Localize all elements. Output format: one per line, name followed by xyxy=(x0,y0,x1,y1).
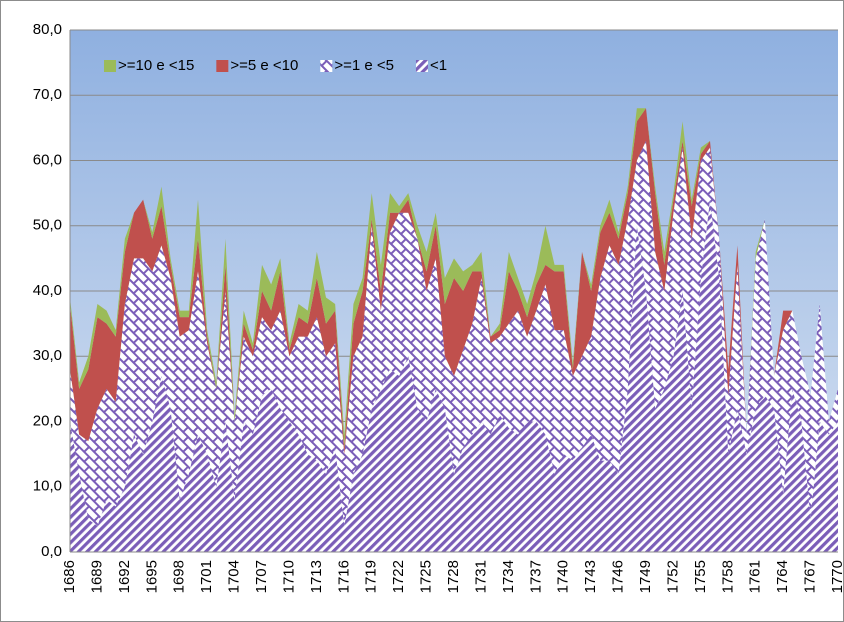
areas xyxy=(70,108,838,552)
x-tick-label: 1737 xyxy=(527,560,544,593)
y-tick-label: 80,0 xyxy=(33,21,62,38)
x-tick-label: 1713 xyxy=(308,560,325,593)
y-tick-label: 40,0 xyxy=(33,282,62,299)
legend-swatch xyxy=(216,60,229,72)
y-tick-label: 30,0 xyxy=(33,347,62,364)
area xyxy=(70,108,838,448)
x-tick-label: 1695 xyxy=(143,560,160,593)
x-tick-label: 1755 xyxy=(692,560,709,593)
x-tick-label: 1728 xyxy=(445,560,462,593)
x-tick-label: 1722 xyxy=(390,560,407,593)
x-tick-label: 1743 xyxy=(582,560,599,593)
x-tick-label: 1701 xyxy=(198,560,215,593)
legend: >=10 e <15 >=5 e <10 >=1 e <5 <1 xyxy=(104,57,447,74)
legend-swatch xyxy=(320,60,333,72)
x-tick-label: 1770 xyxy=(829,560,844,593)
area xyxy=(70,199,838,552)
y-tick-label: 0,0 xyxy=(41,543,62,560)
y-tick-label: 20,0 xyxy=(33,412,62,429)
area xyxy=(70,140,838,526)
x-tick-label: 1731 xyxy=(472,560,489,593)
legend-label: >=10 e <15 xyxy=(118,57,194,74)
x-tick-label: 1758 xyxy=(719,560,736,593)
x-tick-label: 1761 xyxy=(747,560,764,593)
axes: 0,0 10,0 20,0 30,0 40,0 50,0 60,0 70,0 80,0 1686 1… xyxy=(33,21,844,593)
x-tick-label: 1764 xyxy=(774,560,791,593)
x-tick-label: 1716 xyxy=(335,560,352,593)
area xyxy=(70,108,838,455)
x-tick-label: 1752 xyxy=(664,560,681,593)
x-tick-label: 1698 xyxy=(171,560,188,593)
x-tick-label: 1767 xyxy=(802,560,819,593)
x-tick-label: 1725 xyxy=(418,560,435,593)
x-tick-label: 1719 xyxy=(363,560,380,593)
x-tick-label: 1734 xyxy=(500,560,517,593)
y-tick-label: 60,0 xyxy=(33,151,62,168)
y-tick-label: 70,0 xyxy=(33,86,62,103)
x-tick-label: 1689 xyxy=(88,560,105,593)
x-tick-label: 1704 xyxy=(226,560,243,593)
legend-label: >=1 e <5 xyxy=(334,57,394,74)
legend-swatch xyxy=(415,60,428,72)
x-tick-label: 1707 xyxy=(253,560,270,593)
x-tick-label: 1710 xyxy=(280,560,297,593)
x-tick-label: 1692 xyxy=(116,560,133,593)
x-tick-label: 1746 xyxy=(610,560,627,593)
legend-swatch xyxy=(104,60,116,72)
y-tick-label: 50,0 xyxy=(33,217,62,234)
y-tick-label: 10,0 xyxy=(33,478,62,495)
x-tick-label: 1686 xyxy=(61,560,78,593)
legend-label: <1 xyxy=(430,57,447,74)
legend-label: >=5 e <10 xyxy=(230,57,298,74)
x-tick-label: 1749 xyxy=(637,560,654,593)
x-tick-label: 1740 xyxy=(555,560,572,593)
